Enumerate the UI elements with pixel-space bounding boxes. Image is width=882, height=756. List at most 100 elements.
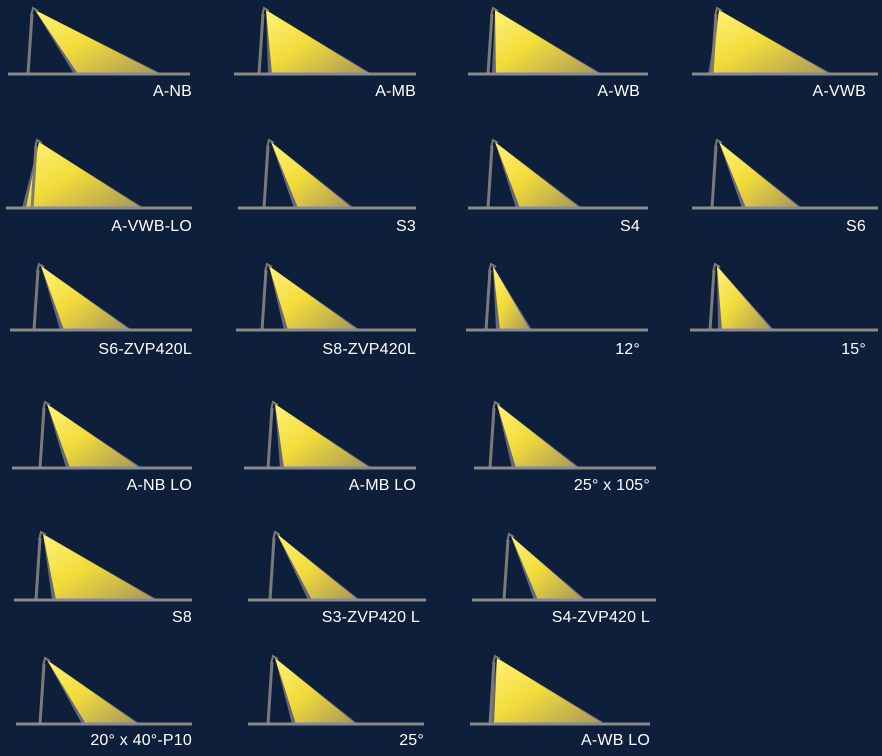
beam-label: 25° <box>399 732 424 749</box>
luminaire-head <box>714 6 723 17</box>
beam-narrow-low-icon <box>12 400 192 470</box>
beam-medium-low-icon <box>244 400 416 470</box>
pole <box>502 539 510 601</box>
beam-label: 20° x 40°-P10 <box>90 732 192 749</box>
pole <box>266 407 274 469</box>
beam-label: A-MB <box>375 83 416 100</box>
pole <box>260 269 268 331</box>
beam-cone <box>47 404 140 468</box>
beam-s8-icon <box>14 530 192 602</box>
beam-20x40-icon <box>16 656 192 726</box>
pole <box>26 13 34 75</box>
luminaire-head <box>272 530 281 541</box>
pole <box>486 13 494 75</box>
beam-edge <box>47 660 140 724</box>
pole <box>38 663 46 725</box>
beam-label: 15° <box>841 341 866 358</box>
beam-cone <box>47 660 138 724</box>
beam-label: S3-ZVP420 L <box>321 609 420 626</box>
beam-s6-icon <box>692 138 878 210</box>
beam-cone <box>26 142 142 208</box>
beam-cone <box>277 534 358 600</box>
luminaire-head <box>506 532 515 543</box>
pole <box>266 661 274 725</box>
beam-cone <box>495 10 600 74</box>
luminaire-head <box>490 6 499 17</box>
beam-12-icon <box>466 262 648 332</box>
beam-very-wide-icon <box>692 6 878 76</box>
beam-label: S3 <box>396 218 416 235</box>
beam-25-icon <box>248 654 424 726</box>
ground-line <box>236 328 416 332</box>
ground-line <box>474 466 656 470</box>
beam-cone <box>271 142 352 208</box>
beam-label: 12° <box>615 341 640 358</box>
luminaire-head <box>714 138 723 149</box>
ground-line <box>472 598 656 602</box>
beam-label: A-VWB <box>812 83 866 100</box>
luminaire-head <box>712 262 721 273</box>
ground-line <box>468 206 648 210</box>
beam-label: S4-ZVP420 L <box>551 609 650 626</box>
beam-label: A-NB LO <box>126 477 192 494</box>
beam-edge <box>277 534 360 600</box>
beam-label: A-MB LO <box>348 477 416 494</box>
ground-line <box>690 328 878 332</box>
beam-label: A-WB LO <box>581 732 650 749</box>
beam-cone <box>35 10 160 74</box>
pole <box>262 145 270 209</box>
beam-very-wide-low-icon <box>6 138 192 210</box>
beam-label: S8-ZVP420L <box>322 341 416 358</box>
beam-wide-low-icon <box>470 654 650 726</box>
pole <box>32 269 40 331</box>
ground-line <box>6 206 192 210</box>
pole <box>257 13 265 75</box>
luminaire-head <box>42 400 51 411</box>
beam-label: S8 <box>172 609 192 626</box>
luminaire-head <box>488 262 497 273</box>
ground-line <box>234 72 416 76</box>
pole <box>30 145 38 209</box>
beam-narrow-icon <box>8 6 190 76</box>
luminaire-head <box>270 654 279 665</box>
beam-cone <box>275 404 370 468</box>
beam-cone <box>493 266 530 330</box>
beam-cone <box>712 10 830 74</box>
luminaire-head <box>42 656 51 667</box>
pole <box>38 407 46 469</box>
beam-cone <box>717 266 772 330</box>
pole <box>708 269 716 331</box>
luminaire-head <box>270 400 279 411</box>
ground-line <box>468 72 648 76</box>
beam-label: S6-ZVP420L <box>98 341 192 358</box>
beam-cone <box>497 404 578 468</box>
luminaire-head <box>38 530 47 541</box>
beam-label: S4 <box>620 218 640 235</box>
beam-s6-zvp-icon <box>10 262 192 332</box>
pole <box>34 537 42 601</box>
beam-s8-zvp-icon <box>236 262 416 332</box>
beam-label: A-WB <box>597 83 640 100</box>
beam-label: A-NB <box>152 83 192 100</box>
ground-line <box>12 466 192 470</box>
beam-cone <box>719 142 800 208</box>
luminaire-head <box>34 138 43 149</box>
beam-25x105-icon <box>474 400 656 470</box>
beam-cone <box>495 142 580 208</box>
beam-wide-icon <box>468 6 648 76</box>
luminaire-head <box>266 138 275 149</box>
beam-edge <box>511 536 586 600</box>
ground-line <box>692 72 878 76</box>
beam-medium-icon <box>234 6 416 76</box>
ground-line <box>14 598 192 602</box>
ground-line <box>692 206 878 210</box>
luminaire-head <box>490 138 499 149</box>
ground-line <box>466 328 648 332</box>
beam-s4-icon <box>468 138 648 210</box>
pole <box>488 661 496 725</box>
luminaire-head <box>30 6 39 17</box>
pole <box>488 407 496 469</box>
beam-cone <box>511 536 584 600</box>
